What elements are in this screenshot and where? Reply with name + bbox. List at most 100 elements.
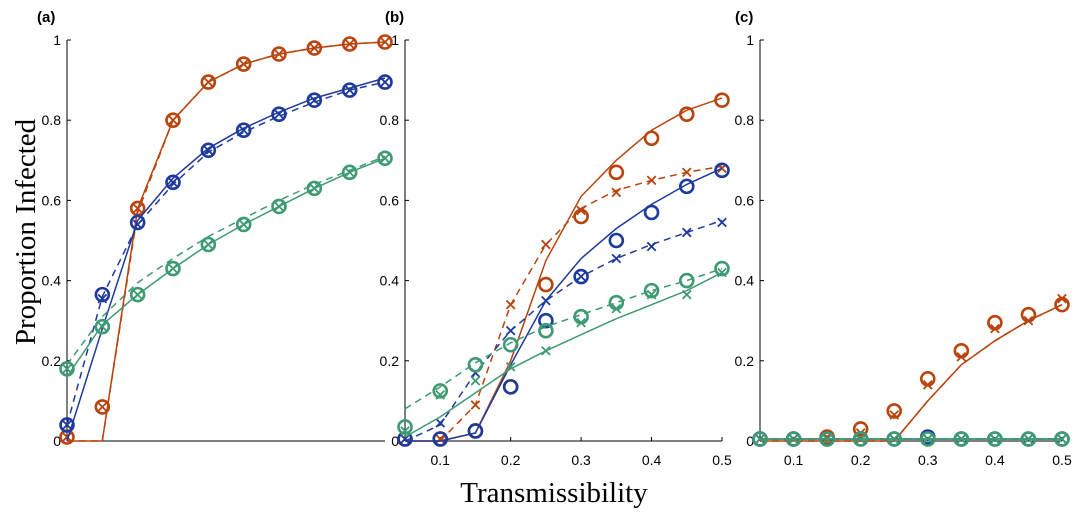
circle-marker xyxy=(953,342,970,359)
circle-marker xyxy=(271,198,287,215)
cross-marker xyxy=(435,434,446,444)
y-tick-label: 0 xyxy=(746,433,754,449)
y-tick-label: 1 xyxy=(53,32,61,48)
series-dashed-line xyxy=(66,81,386,426)
cross-marker xyxy=(576,205,586,216)
circle-marker xyxy=(271,106,287,122)
y-tick-label: 0.8 xyxy=(735,112,755,128)
y-tick-label: 0.6 xyxy=(380,192,400,208)
circle-marker xyxy=(94,286,111,303)
series-solid-line xyxy=(405,167,723,442)
cross-marker xyxy=(990,323,1000,334)
circle-marker xyxy=(306,180,323,197)
panel-a: 0 0.2 0.4 0.6 0.8 1 (a) xyxy=(37,9,393,449)
cross-marker xyxy=(956,434,967,444)
cross-marker xyxy=(435,418,446,428)
circle-marker xyxy=(235,56,252,72)
cross-marker xyxy=(62,363,72,374)
circle-marker xyxy=(377,150,393,167)
cross-marker xyxy=(681,167,692,178)
x-tick-label: 0.1 xyxy=(430,452,450,468)
y-tick-label: 0.2 xyxy=(42,353,62,369)
circle-marker xyxy=(919,431,936,447)
cross-marker xyxy=(611,253,622,264)
circle-marker xyxy=(94,399,111,415)
cross-marker xyxy=(168,115,178,126)
cross-marker xyxy=(755,434,765,444)
cross-marker xyxy=(788,434,799,444)
cross-marker xyxy=(505,325,516,336)
circle-marker xyxy=(341,82,358,98)
circle-marker xyxy=(432,431,449,447)
circle-marker xyxy=(129,286,146,303)
circle-marker xyxy=(919,371,936,387)
circle-marker xyxy=(397,419,413,435)
cross-marker xyxy=(505,361,516,372)
cross-marker xyxy=(132,289,143,300)
circle-marker xyxy=(714,92,730,108)
cross-marker xyxy=(576,317,586,328)
circle-marker xyxy=(59,361,75,377)
circle-marker xyxy=(678,272,695,289)
circle-marker xyxy=(1054,296,1070,313)
circle-marker xyxy=(643,282,660,299)
cross-marker xyxy=(822,434,832,444)
y-tick-label: 1 xyxy=(746,32,754,48)
circle-marker xyxy=(852,431,869,447)
x-tick-label: 0.2 xyxy=(501,452,521,468)
cross-marker xyxy=(344,167,355,178)
circle-marker xyxy=(200,74,217,90)
circle-marker xyxy=(59,417,75,433)
circle-marker xyxy=(852,421,869,437)
cross-marker xyxy=(717,217,727,228)
series-solid-line xyxy=(66,77,386,442)
cross-marker xyxy=(505,299,516,310)
cross-marker xyxy=(611,187,622,198)
cross-marker xyxy=(344,85,355,95)
circle-marker xyxy=(377,74,393,90)
x-tick-label: 0.4 xyxy=(642,452,662,468)
x-tick-label: 0.3 xyxy=(571,452,591,468)
circle-marker xyxy=(886,403,903,419)
circle-marker xyxy=(953,431,970,447)
circle-marker xyxy=(306,92,323,108)
circle-marker xyxy=(341,164,358,181)
circle-marker xyxy=(678,178,695,195)
y-tick-label: 1 xyxy=(391,32,399,48)
cross-marker xyxy=(541,295,551,306)
cross-marker xyxy=(889,434,900,444)
x-tick-label: 0.5 xyxy=(712,452,732,468)
circle-marker xyxy=(752,431,768,447)
circle-marker xyxy=(200,236,217,253)
cross-marker xyxy=(646,175,657,186)
circle-marker xyxy=(886,431,903,447)
circle-marker xyxy=(785,431,802,447)
series-solid-line xyxy=(67,41,386,442)
circle-marker xyxy=(129,214,146,231)
cross-marker xyxy=(681,227,692,238)
circle-marker xyxy=(165,174,181,191)
circle-marker xyxy=(467,423,484,439)
cross-marker xyxy=(238,59,249,69)
cross-marker xyxy=(611,303,622,314)
series-dashed-line xyxy=(439,165,723,442)
panel-b: 0 0.2 0.4 0.6 0.8 1 0.1 0.2 0.3 0.4 0.5 (b) xyxy=(380,9,732,468)
circle-marker xyxy=(819,431,835,447)
cross-marker xyxy=(97,402,108,412)
y-tick-label: 0.2 xyxy=(380,353,400,369)
x-tick-label: 0.2 xyxy=(851,452,871,468)
series-dashed-line xyxy=(404,219,723,442)
circle-marker xyxy=(200,142,217,159)
cross-marker xyxy=(646,241,657,252)
cross-marker xyxy=(717,267,727,278)
circle-marker xyxy=(608,232,625,249)
circle-marker xyxy=(94,318,111,335)
y-tick-label: 0 xyxy=(391,433,399,449)
circle-marker xyxy=(538,312,554,329)
circle-marker xyxy=(608,294,625,311)
circle-marker xyxy=(235,122,252,139)
circle-marker xyxy=(1020,306,1037,323)
cross-marker xyxy=(132,219,143,230)
cross-marker xyxy=(990,434,1000,444)
panel-label: (b) xyxy=(385,9,404,26)
